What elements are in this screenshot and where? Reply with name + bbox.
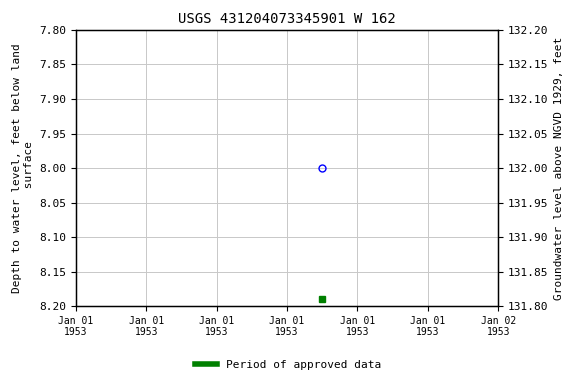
Y-axis label: Groundwater level above NGVD 1929, feet: Groundwater level above NGVD 1929, feet (554, 36, 564, 300)
Legend: Period of approved data: Period of approved data (191, 356, 385, 375)
Title: USGS 431204073345901 W 162: USGS 431204073345901 W 162 (178, 12, 396, 26)
Y-axis label: Depth to water level, feet below land
 surface: Depth to water level, feet below land su… (12, 43, 33, 293)
